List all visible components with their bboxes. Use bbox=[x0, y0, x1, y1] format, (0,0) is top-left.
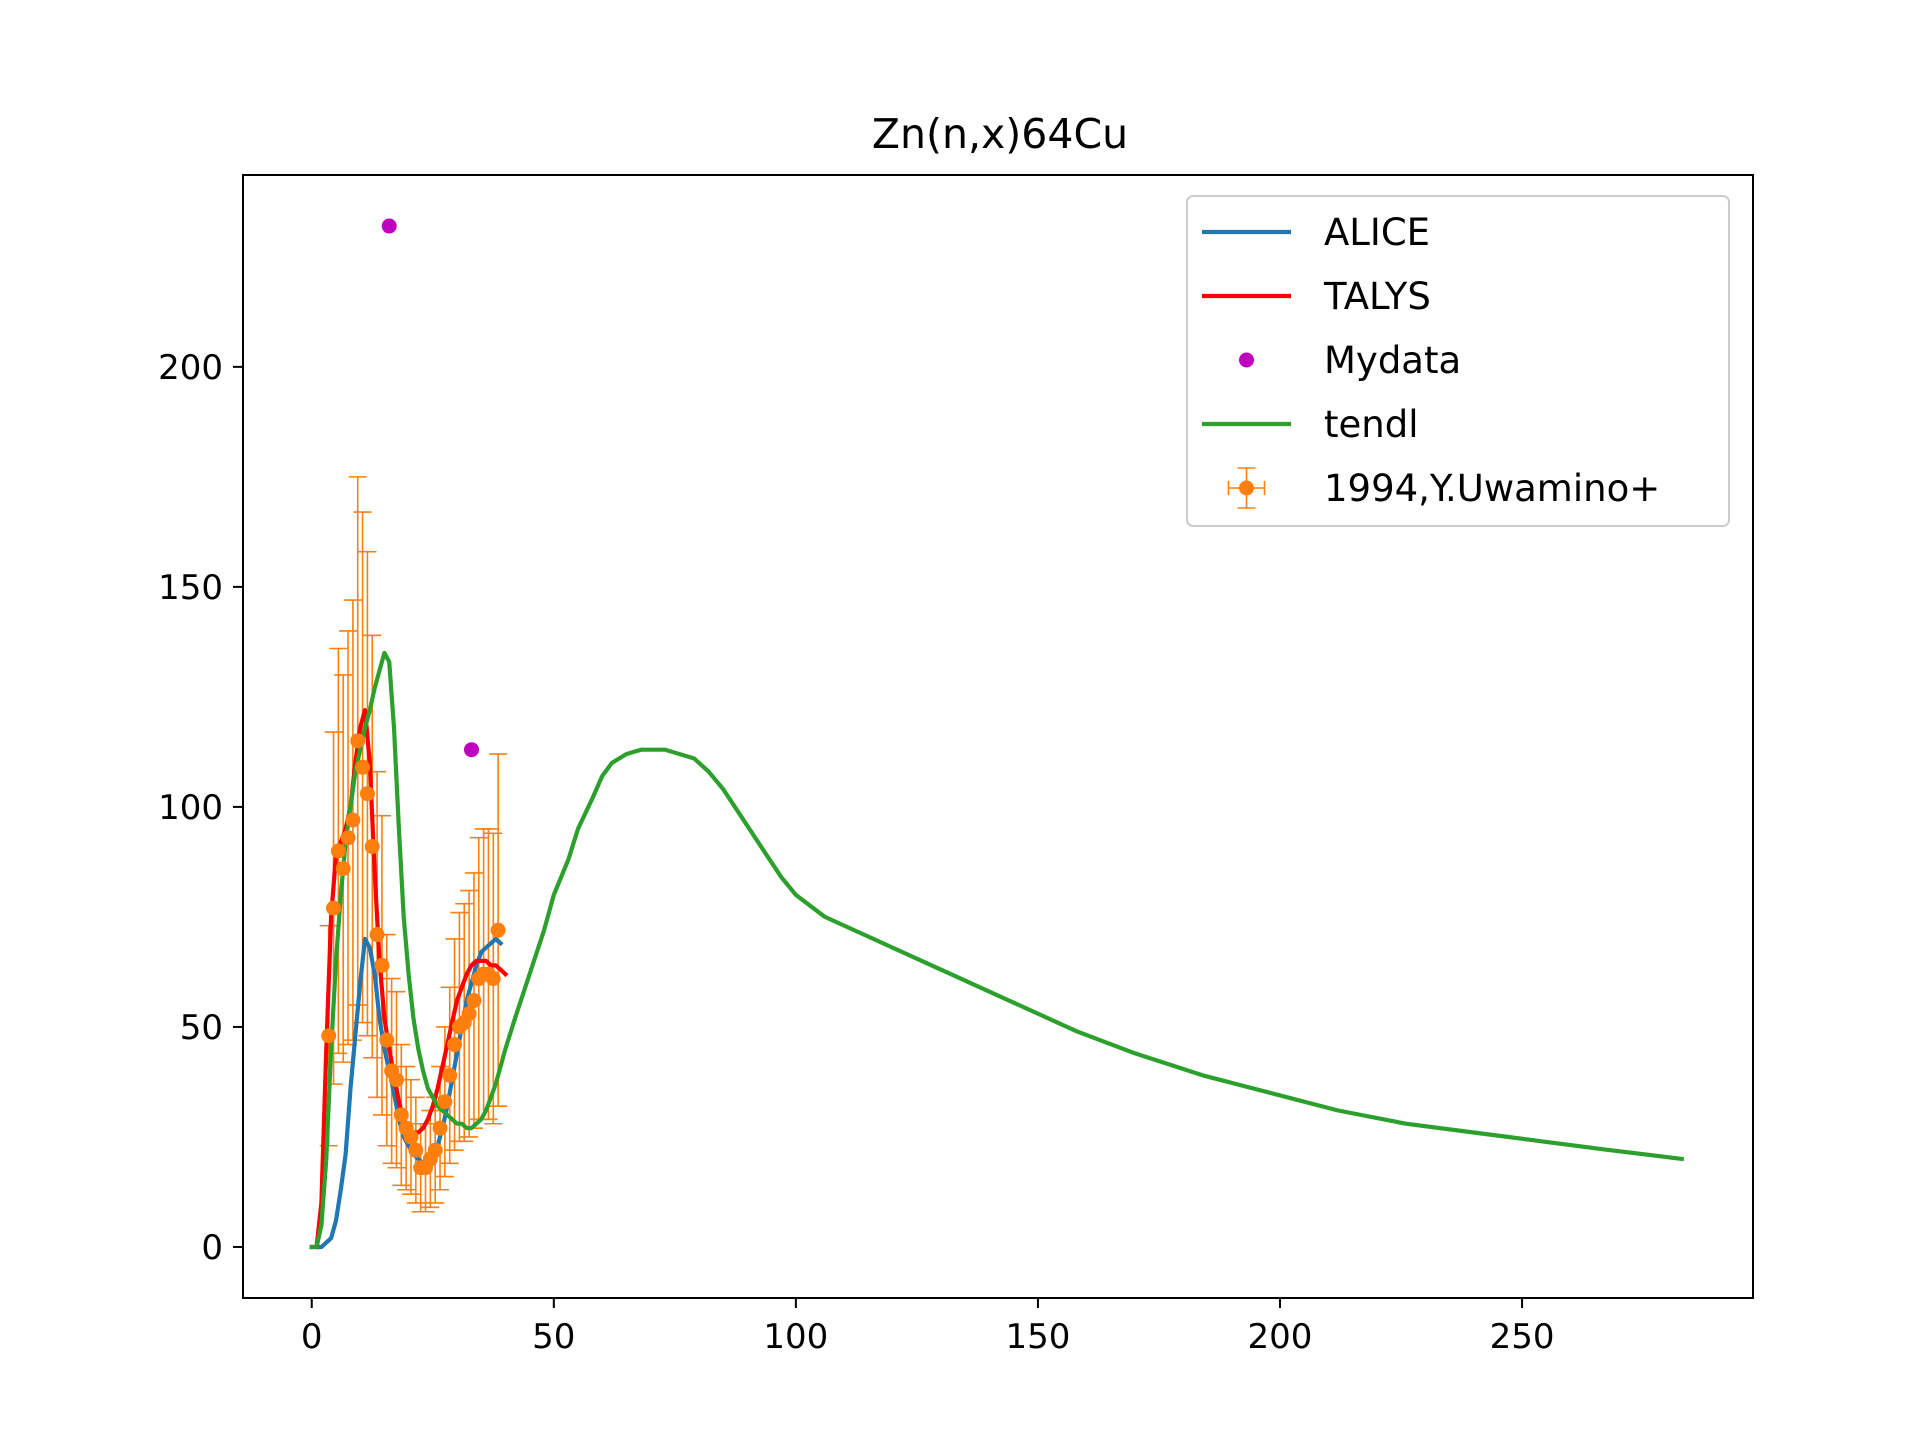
data-point bbox=[379, 1032, 395, 1048]
data-point bbox=[335, 861, 351, 877]
legend-entry-4: 1994,Y.Uwamino+ bbox=[1227, 467, 1660, 510]
data-point bbox=[364, 839, 380, 855]
data-point bbox=[442, 1067, 458, 1083]
legend-box bbox=[1186, 195, 1730, 527]
data-point bbox=[437, 1094, 453, 1110]
legend: ALICE TALYS Mydata tendl 1994,Y.Uwamino+ bbox=[1186, 195, 1730, 527]
data-point bbox=[350, 733, 366, 749]
y-tick-label: 150 bbox=[158, 568, 223, 608]
legend-label: 1994,Y.Uwamino+ bbox=[1324, 467, 1660, 510]
data-point bbox=[369, 927, 385, 943]
axes: 0 50 100 150 200 250 0 50 100 150 200 bbox=[158, 174, 1754, 1357]
series-markers-mydata bbox=[381, 218, 480, 758]
x-tick-label: 150 bbox=[1005, 1317, 1070, 1357]
data-point bbox=[408, 1142, 424, 1158]
legend-marker-swatch bbox=[1239, 480, 1254, 496]
data-point bbox=[466, 993, 482, 1009]
x-tick-label: 0 bbox=[301, 1317, 323, 1357]
plot-area bbox=[309, 218, 1685, 1250]
x-tick-label: 50 bbox=[532, 1317, 575, 1357]
data-point bbox=[393, 1107, 409, 1123]
data-point bbox=[432, 1120, 448, 1136]
data-point bbox=[359, 786, 375, 802]
y-tick-label: 100 bbox=[158, 788, 223, 828]
axes-frame bbox=[242, 174, 1754, 1299]
y-tick-label: 0 bbox=[201, 1228, 223, 1268]
data-point bbox=[485, 971, 501, 987]
data-point bbox=[403, 1129, 419, 1145]
data-point bbox=[340, 830, 356, 846]
legend-label: Mydata bbox=[1324, 339, 1461, 382]
data-point bbox=[321, 1028, 337, 1044]
series-line-tendl bbox=[309, 650, 1685, 1250]
data-point bbox=[447, 1037, 463, 1053]
data-point bbox=[374, 957, 390, 973]
y-tick-label: 200 bbox=[158, 348, 223, 388]
data-point bbox=[490, 922, 506, 938]
x-tick-label: 250 bbox=[1490, 1317, 1555, 1357]
y-tick-label: 50 bbox=[180, 1008, 223, 1048]
legend-label: tendl bbox=[1324, 403, 1419, 446]
data-point bbox=[464, 742, 480, 758]
data-point bbox=[388, 1072, 404, 1088]
data-point bbox=[345, 812, 361, 828]
legend-entry-0: ALICE bbox=[1202, 211, 1430, 254]
legend-marker-swatch bbox=[1239, 352, 1254, 368]
data-point bbox=[330, 843, 346, 859]
legend-entry-2: Mydata bbox=[1239, 339, 1461, 382]
plot-content bbox=[309, 218, 1685, 1250]
legend-label: ALICE bbox=[1324, 211, 1430, 254]
legend-entry-3: tendl bbox=[1202, 403, 1419, 446]
series-points-0 bbox=[321, 733, 506, 1176]
data-point bbox=[427, 1142, 443, 1158]
chart-title: Zn(n,x)64Cu bbox=[872, 110, 1128, 158]
data-point bbox=[355, 759, 371, 775]
legend-label: TALYS bbox=[1323, 275, 1431, 318]
x-tick-label: 200 bbox=[1248, 1317, 1313, 1357]
data-point bbox=[461, 1006, 477, 1022]
x-tick-label: 100 bbox=[763, 1317, 828, 1357]
legend-entry-1: TALYS bbox=[1202, 275, 1431, 318]
data-point bbox=[381, 218, 397, 234]
data-point bbox=[326, 900, 342, 916]
